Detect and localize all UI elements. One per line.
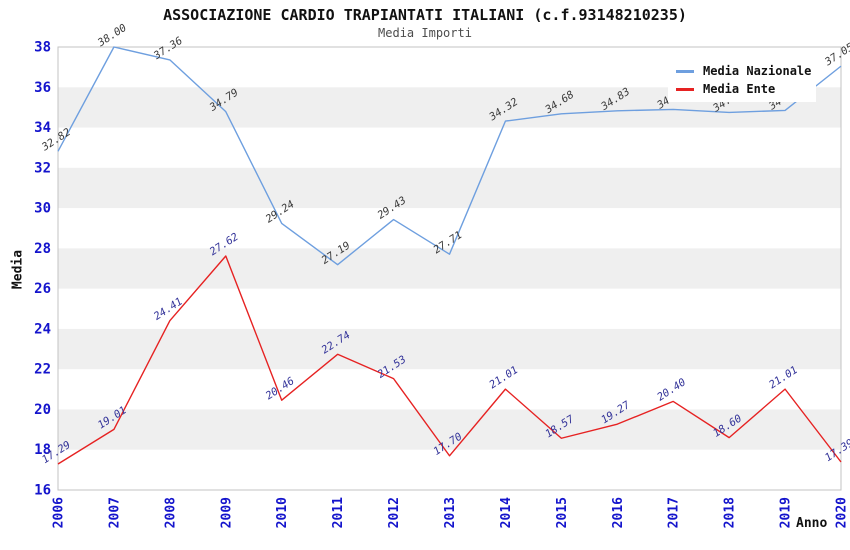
y-tick-label: 26 [34, 281, 51, 297]
x-tick-label: 2009 [219, 497, 234, 528]
y-tick-label: 34 [34, 120, 51, 136]
legend-item-media-ente: Media Ente [676, 80, 814, 98]
chart-title: ASSOCIAZIONE CARDIO TRAPIANTATI ITALIANI… [163, 6, 687, 24]
y-tick-label: 30 [34, 201, 51, 217]
legend-item-media-nazionale: Media Nazionale [676, 62, 814, 80]
x-tick-label: 2011 [331, 497, 346, 528]
x-tick-label: 2012 [387, 497, 402, 528]
series-line-media-ente [57, 255, 842, 465]
point-label-media-ente: 20.46 [264, 375, 297, 402]
y-tick-label: 36 [34, 80, 51, 96]
point-label-media-ente: 20.40 [655, 376, 688, 403]
y-tick-label: 20 [34, 402, 51, 418]
y-tick-label: 28 [34, 241, 51, 257]
y-tick-label: 18 [34, 442, 51, 458]
y-tick-label: 16 [34, 483, 51, 499]
x-tick-label: 2016 [611, 497, 626, 528]
plot-band [58, 409, 841, 450]
x-tick-label: 2018 [723, 497, 738, 528]
legend-label-nazionale: Media Nazionale [703, 64, 812, 78]
y-tick-label: 38 [34, 40, 51, 56]
x-tick-label: 2019 [779, 497, 794, 528]
legend-swatch-ente [676, 87, 694, 91]
y-axis-title: Media [10, 249, 26, 290]
series-line-media-nazionale [57, 46, 842, 266]
x-tick-label: 2017 [667, 497, 682, 528]
y-tick-label: 32 [34, 160, 51, 176]
point-label-media-nazionale: 37.36 [151, 35, 185, 63]
x-tick-label: 2006 [52, 497, 67, 528]
x-axis-title: Anno [796, 516, 828, 531]
legend-swatch-nazionale [676, 69, 694, 73]
x-tick-label: 2020 [835, 497, 850, 528]
plot-border [57, 46, 842, 491]
y-tick-label: 22 [34, 362, 51, 378]
legend-label-ente: Media Ente [703, 82, 776, 96]
plot-band [58, 167, 841, 209]
x-tick-label: 2014 [499, 497, 514, 528]
point-label-media-nazionale: 37.05 [822, 41, 850, 69]
x-tick-label: 2008 [163, 497, 178, 528]
chart-subtitle: Media Importi [378, 26, 472, 40]
x-tick-label: 2007 [107, 497, 122, 528]
x-tick-label: 2015 [555, 497, 570, 528]
plot-band [58, 328, 841, 370]
y-tick-label: 24 [34, 321, 51, 337]
x-tick-label: 2013 [443, 497, 458, 528]
chart-legend: Media Nazionale Media Ente [668, 58, 816, 102]
x-tick-label: 2010 [275, 497, 290, 528]
plot-band [58, 248, 841, 289]
point-label-media-nazionale: 38.00 [95, 22, 129, 50]
